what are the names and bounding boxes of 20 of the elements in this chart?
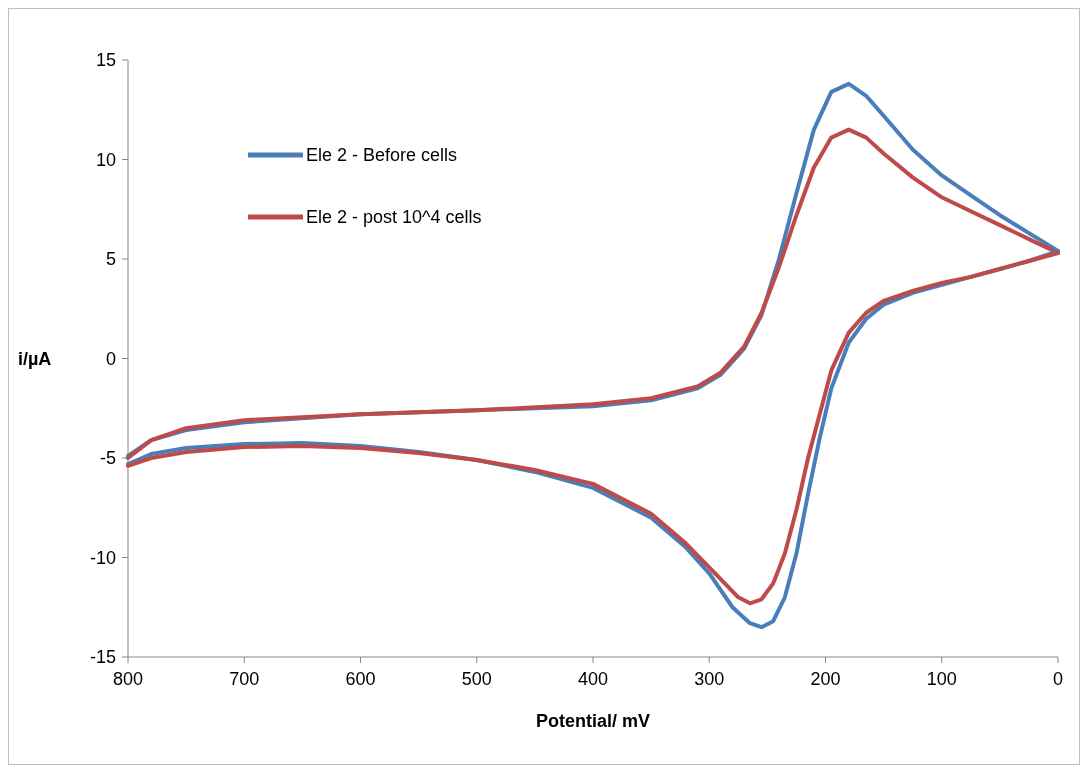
y-tick-label: 5 bbox=[105, 249, 116, 270]
y-tick-label: -5 bbox=[99, 448, 116, 469]
x-tick-label: 400 bbox=[577, 669, 609, 689]
x-tick-label: 700 bbox=[229, 669, 260, 689]
x-tick-label: 600 bbox=[345, 669, 376, 689]
x-tick-label: 100 bbox=[926, 669, 957, 689]
y-tick-label: -15 bbox=[89, 647, 116, 668]
legend-label: Ele 2 - Before cells bbox=[306, 145, 458, 166]
x-tick-label: 0 bbox=[1052, 669, 1064, 689]
x-tick-label: 500 bbox=[461, 669, 492, 689]
y-tick-label: -10 bbox=[89, 547, 116, 568]
y-tick-label: 15 bbox=[95, 50, 116, 71]
y-tick-label: 10 bbox=[95, 149, 116, 170]
x-tick-label: 200 bbox=[810, 669, 841, 689]
x-tick-label: 300 bbox=[694, 669, 725, 689]
legend-label: Ele 2 - post 10^4 cells bbox=[306, 207, 482, 228]
x-tick-label: 800 bbox=[112, 669, 144, 689]
x-axis-title: Potential/ mV bbox=[535, 711, 651, 731]
y-tick-label: 0 bbox=[105, 348, 116, 369]
y-axis-title: i/µA bbox=[18, 348, 52, 369]
